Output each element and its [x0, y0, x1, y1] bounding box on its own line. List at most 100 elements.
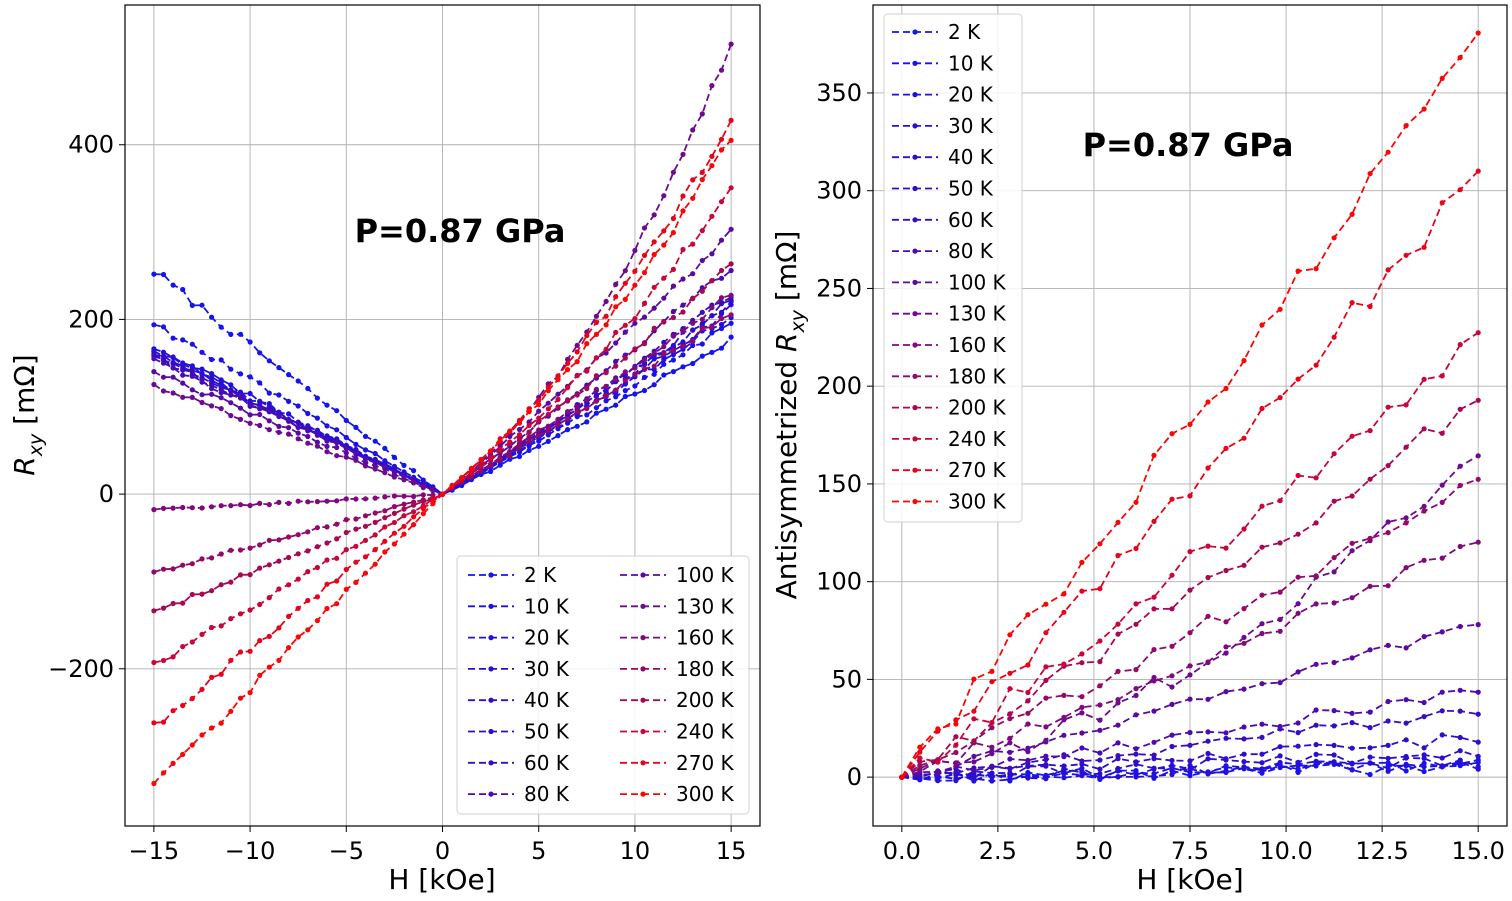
right-data-point — [1403, 761, 1409, 768]
right-data-point — [1187, 758, 1193, 764]
left-data-point — [526, 434, 532, 440]
left-data-point — [170, 282, 176, 288]
left-data-point — [391, 493, 397, 499]
left-data-point — [411, 522, 417, 528]
left-data-point — [718, 299, 725, 305]
left-data-point — [420, 511, 426, 517]
left-data-point — [526, 422, 532, 429]
right-data-point — [1421, 376, 1427, 382]
left-data-point — [728, 261, 734, 267]
left-data-point — [228, 331, 234, 337]
left-data-point — [728, 334, 734, 340]
left-data-point — [391, 530, 397, 536]
left-data-point — [160, 349, 167, 355]
right-data-point — [1007, 756, 1013, 762]
right-legend-item: 60 K — [892, 208, 994, 232]
right-data-point — [1439, 373, 1445, 379]
left-data-point — [324, 557, 330, 563]
left-data-point — [622, 369, 628, 375]
right-series-line — [901, 761, 1479, 782]
right-xtick-label: 10.0 — [1259, 837, 1312, 865]
left-data-point — [690, 327, 696, 333]
right-series-200k — [899, 397, 1481, 780]
right-data-point — [1403, 444, 1409, 450]
left-legend-label: 2 K — [524, 563, 557, 587]
right-data-point — [971, 775, 977, 781]
left-data-point — [295, 378, 301, 384]
left-data-point — [257, 601, 263, 608]
left-data-point — [670, 230, 677, 236]
left-data-point — [661, 228, 667, 234]
left-data-point — [382, 515, 388, 521]
left-ytick-label: 200 — [68, 305, 114, 333]
left-data-point — [690, 360, 696, 367]
left-data-point — [516, 426, 523, 433]
left-legend-marker — [488, 603, 494, 609]
left-data-point — [709, 349, 715, 355]
right-ylabel-prefix: Antisymmetrized — [770, 352, 803, 599]
right-data-point — [1259, 766, 1265, 772]
left-data-point — [574, 342, 580, 348]
right-data-point — [1403, 753, 1409, 760]
left-data-point — [574, 349, 580, 355]
left-x-axis-label: H [kOe] — [388, 863, 495, 896]
right-data-point — [1007, 740, 1013, 746]
left-data-point — [478, 462, 484, 468]
right-data-point — [1313, 661, 1319, 667]
right-data-point — [1421, 426, 1427, 432]
left-data-point — [160, 505, 167, 511]
left-xtick-label: −5 — [329, 837, 364, 865]
right-legend-label: 240 K — [948, 427, 1007, 451]
left-data-point — [343, 434, 349, 441]
left-legend-frame — [456, 555, 750, 815]
right-data-point — [1079, 559, 1085, 566]
left-data-point — [718, 147, 725, 153]
right-data-point — [1349, 745, 1355, 751]
right-data-point — [1385, 698, 1391, 705]
right-data-point — [1385, 765, 1391, 771]
left-data-point — [228, 616, 234, 622]
left-data-point — [314, 395, 320, 401]
left-data-point — [305, 427, 311, 433]
left-data-point — [295, 551, 301, 557]
left-data-point — [247, 420, 253, 426]
right-ytick-label: 350 — [816, 79, 862, 107]
right-data-point — [989, 725, 995, 731]
right-data-point — [1385, 642, 1391, 649]
right-data-point — [1133, 759, 1139, 765]
left-data-point — [247, 690, 253, 696]
right-data-point — [1043, 762, 1049, 768]
left-data-point — [641, 366, 648, 372]
right-data-point — [1169, 606, 1175, 612]
left-data-point — [295, 420, 301, 426]
right-data-point — [1169, 431, 1175, 437]
left-data-point — [516, 440, 523, 447]
right-ytick-label: 100 — [816, 568, 862, 596]
left-data-point — [680, 328, 686, 334]
left-data-point — [228, 400, 234, 406]
left-data-point — [209, 403, 215, 409]
right-legend-item: 10 K — [892, 51, 994, 75]
left-legend-label: 10 K — [524, 594, 570, 618]
right-data-point — [1475, 757, 1481, 763]
left-data-point — [218, 406, 224, 412]
left-data-point — [218, 623, 224, 629]
left-data-point — [228, 579, 234, 585]
left-data-point — [680, 302, 686, 308]
left-data-point — [247, 374, 253, 380]
right-data-point — [1331, 759, 1337, 765]
right-data-point — [1241, 435, 1247, 441]
right-data-point — [1403, 402, 1409, 408]
left-data-point — [670, 342, 677, 349]
left-data-point — [180, 286, 186, 293]
right-data-point — [1439, 732, 1445, 738]
left-data-point — [699, 325, 705, 331]
left-data-point — [718, 237, 725, 243]
right-ytick-label: 0 — [847, 763, 862, 791]
left-data-point — [651, 305, 657, 311]
right-data-point — [1169, 673, 1175, 679]
left-data-point — [565, 416, 571, 422]
left-data-point — [199, 732, 205, 738]
right-data-point — [1331, 555, 1337, 561]
left-data-point — [362, 496, 369, 502]
